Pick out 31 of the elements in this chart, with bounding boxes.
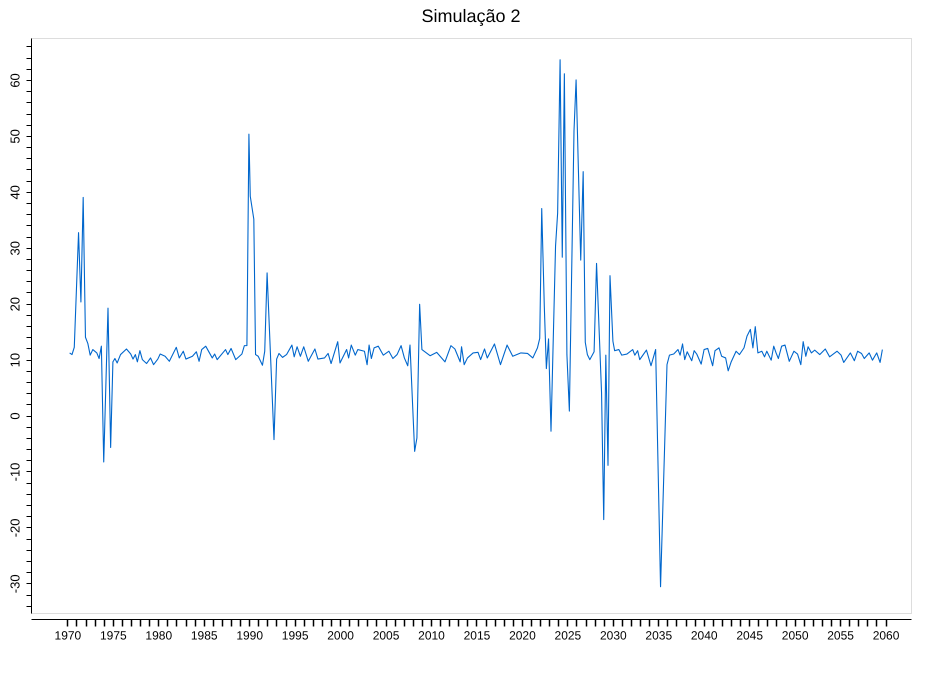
x-tick-label: 1980 [145,628,172,642]
x-tick-label: 1990 [236,628,264,642]
line-series [69,59,883,588]
y-tick-label: 30 [8,241,22,256]
y-tick-label: 40 [8,185,22,200]
y-tick-label: -20 [8,518,22,538]
x-tick-label: 2040 [690,628,718,642]
y-tick-label: 0 [8,412,22,420]
x-tick-label: 2035 [645,628,672,642]
x-tick-label: 2050 [782,628,809,642]
x-tick-label: 1995 [282,628,309,642]
y-tick-label: 20 [8,296,22,312]
x-tick-label: 2060 [872,628,900,642]
x-tick-label: 2045 [736,628,764,642]
x-tick-label: 2025 [554,628,582,642]
y-tick-label: 10 [8,352,22,368]
x-tick-label: 2005 [372,628,400,642]
chart-title: Simulação 2 [421,6,521,26]
x-tick-label: 2000 [327,628,354,642]
y-tick-label: 60 [8,73,22,88]
y-tick-label: -30 [8,574,22,594]
x-tick-label: 2055 [827,628,854,642]
x-tick-label: 1970 [54,628,82,642]
y-tick-label: 50 [8,129,22,144]
x-tick-label: 1975 [100,628,127,642]
x-tick-label: 2030 [600,628,627,642]
x-tick-label: 2010 [418,628,446,642]
x-tick-label: 2015 [464,628,491,642]
x-tick-label: 1985 [190,628,218,642]
y-tick-label: -10 [8,462,22,482]
x-tick-label: 2020 [509,628,536,642]
